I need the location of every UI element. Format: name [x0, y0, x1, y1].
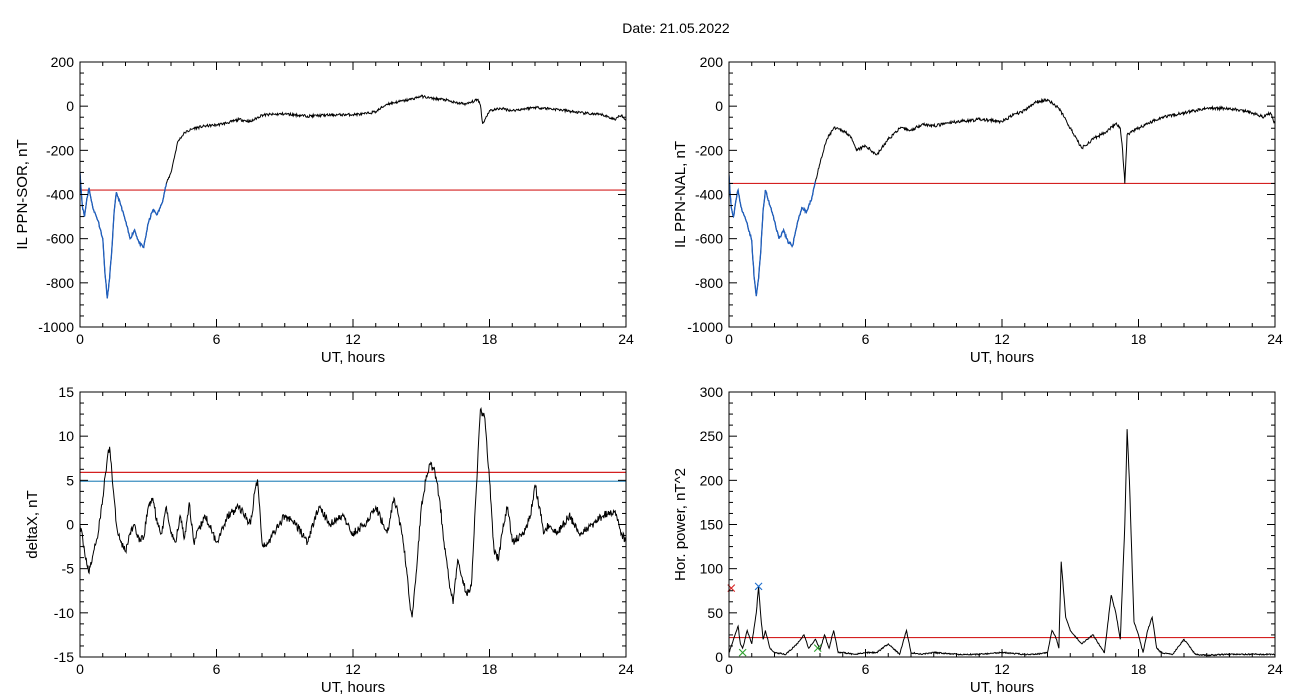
y-tick-label: 10 [58, 428, 74, 444]
x-axis-label: UT, hours [321, 679, 385, 696]
x-axis-label: UT, hours [970, 349, 1034, 366]
x-tick-label: 6 [862, 331, 870, 347]
y-tick-label: 5 [66, 472, 74, 488]
y-tick-label: 0 [715, 98, 723, 114]
x-tick-label: 6 [862, 661, 870, 677]
y-axis-label: Hor. power, nT^2 [672, 468, 689, 581]
plot-frame [79, 61, 627, 328]
x-tick-label: 6 [213, 331, 221, 347]
x-axis-label: UT, hours [321, 349, 385, 366]
marker-stroke [813, 644, 822, 653]
marker-stroke [738, 648, 747, 657]
x-tick-label: 12 [994, 661, 1010, 677]
marker-blue [754, 582, 763, 591]
x-tick-label: 24 [1267, 661, 1283, 677]
x-tick-label: 12 [345, 661, 361, 677]
marker-green [813, 644, 822, 653]
y-tick-label: 200 [51, 54, 75, 70]
x-tick-label: 18 [1131, 331, 1147, 347]
y-tick-label: 0 [66, 517, 74, 533]
y-tick-label: 200 [700, 54, 724, 70]
y-tick-label: -600 [46, 231, 74, 247]
y-tick-label: -400 [46, 187, 74, 203]
marker-green [738, 648, 747, 657]
plot-frame [728, 391, 1276, 658]
y-tick-label: 100 [700, 561, 724, 577]
y-tick-label: 15 [58, 384, 74, 400]
y-tick-label: 200 [700, 472, 724, 488]
x-axis-label: UT, hours [970, 679, 1034, 696]
x-tick-label: 0 [76, 331, 84, 347]
y-tick-label: -400 [695, 187, 723, 203]
x-tick-label: 24 [1267, 331, 1283, 347]
plot-frame [79, 391, 627, 658]
chart-panel-il-ppn-nal: 0 6 12 18 24 -1000 -800 -600 -400 -200 0 200 UT, hou… [672, 54, 1283, 366]
y-tick-label: -1000 [687, 319, 723, 335]
y-tick-label: -15 [54, 649, 74, 665]
y-tick-label: -200 [695, 142, 723, 158]
plot-frame [728, 61, 1276, 328]
x-tick-label: 0 [725, 661, 733, 677]
series-line-highlight [729, 174, 817, 297]
y-tick-label: -600 [695, 231, 723, 247]
y-tick-label: -10 [54, 605, 74, 621]
x-tick-label: 6 [213, 661, 221, 677]
x-tick-label: 24 [618, 661, 634, 677]
series-line-highlight [80, 172, 168, 299]
y-tick-label: 0 [715, 649, 723, 665]
page-title: Date: 21.05.2022 [622, 20, 730, 36]
x-tick-label: 24 [618, 331, 634, 347]
chart-panel-deltax: 0 6 12 18 24 -15 -10 -5 0 5 10 15 UT, hours deltaX, n… [24, 384, 634, 696]
y-tick-label: 50 [707, 605, 723, 621]
chart-panel-il-ppn-sor: 0 6 12 18 24 -1000 -800 -600 -400 -200 0 200 UT, hou… [14, 54, 634, 366]
series-line [729, 429, 1275, 657]
x-tick-label: 18 [482, 331, 498, 347]
y-tick-label: -1000 [38, 319, 74, 335]
x-tick-label: 12 [345, 331, 361, 347]
y-axis-label: IL PPN-SOR, nT [14, 139, 31, 249]
series-line [80, 94, 626, 299]
y-tick-label: 150 [700, 517, 724, 533]
y-tick-label: -200 [46, 142, 74, 158]
x-tick-label: 18 [1131, 661, 1147, 677]
series-line [80, 407, 626, 618]
y-tick-label: 0 [66, 98, 74, 114]
y-axis-label: deltaX, nT [24, 490, 41, 558]
x-tick-label: 12 [994, 331, 1010, 347]
y-axis-label: IL PPN-NAL, nT [672, 141, 689, 248]
x-tick-label: 0 [725, 331, 733, 347]
y-tick-label: 300 [700, 384, 724, 400]
series-line [729, 97, 1275, 297]
y-tick-label: -800 [695, 275, 723, 291]
x-tick-label: 0 [76, 661, 84, 677]
y-tick-label: 250 [700, 428, 724, 444]
chart-panel-hor-power: 0 6 12 18 24 0 50 100 150 200 250 300 UT, hours Hor. … [672, 384, 1283, 696]
x-tick-label: 18 [482, 661, 498, 677]
marker-stroke [754, 582, 763, 591]
y-tick-label: -800 [46, 275, 74, 291]
y-tick-label: -5 [62, 561, 75, 577]
